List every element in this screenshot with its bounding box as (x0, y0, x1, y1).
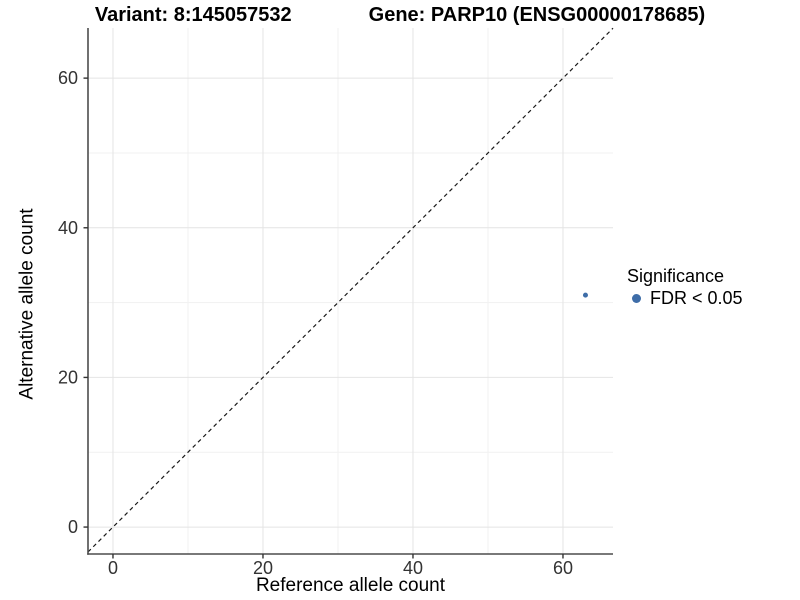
data-point (582, 292, 588, 298)
x-tick-label: 0 (108, 558, 118, 578)
y-tick-label: 40 (58, 218, 78, 238)
y-axis-title: Alternative allele count (16, 208, 38, 400)
legend-item: FDR < 0.05 (627, 287, 743, 309)
x-tick-label: 40 (403, 558, 423, 578)
y-tick-label: 60 (58, 68, 78, 88)
x-axis-title: Reference allele count (255, 575, 446, 596)
plot-title: Variant: 8:145057532 Gene: PARP10 (ENSG0… (0, 2, 800, 28)
gene-title: Gene: PARP10 (ENSG00000178685) (368, 4, 706, 26)
legend: Significance FDR < 0.05 (627, 265, 743, 309)
y-tick-label: 0 (68, 517, 78, 537)
legend-title: Significance (627, 266, 725, 286)
y-tick-label: 20 (58, 367, 78, 387)
variant-title: Variant: 8:145057532 (94, 4, 292, 26)
x-tick-label: 20 (253, 558, 273, 578)
legend-item-label: FDR < 0.05 (650, 287, 743, 308)
x-tick-label: 60 (553, 558, 573, 578)
identity-line (87, 27, 614, 553)
legend-key-dot-icon (632, 293, 641, 303)
